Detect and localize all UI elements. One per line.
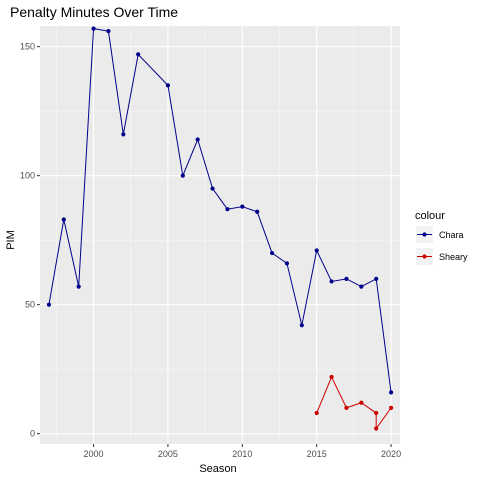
- y-tick-label: 100: [20, 171, 35, 181]
- x-tick-label: 2015: [307, 449, 327, 459]
- data-point-chara: [121, 132, 126, 137]
- data-point-chara: [136, 52, 141, 57]
- x-tick-label: 2020: [381, 449, 401, 459]
- data-point-chara: [344, 276, 349, 281]
- data-point-sheary: [388, 405, 394, 410]
- major-gridlines: [40, 26, 400, 444]
- data-point-chara: [284, 261, 290, 266]
- chart-title: Penalty Minutes Over Time: [10, 4, 178, 20]
- legend-point-sheary: [422, 254, 427, 259]
- x-axis: 2000 2005 2010 2015 2020: [84, 444, 401, 459]
- x-axis-title: Season: [199, 463, 236, 475]
- data-point-chara: [46, 302, 52, 307]
- data-point-sheary: [329, 374, 334, 380]
- data-point-chara: [314, 248, 319, 253]
- y-tick-label: 150: [20, 42, 35, 52]
- plot-panel: [40, 26, 400, 444]
- data-point-sheary: [374, 426, 379, 431]
- legend-point-chara: [422, 232, 427, 237]
- data-point-chara: [106, 29, 111, 34]
- data-point-sheary: [344, 405, 349, 410]
- data-point-chara: [255, 209, 260, 214]
- data-point-chara: [180, 173, 185, 178]
- x-tick-label: 2000: [84, 449, 104, 459]
- legend-label-sheary: Sheary: [439, 252, 468, 262]
- data-point-chara: [374, 276, 379, 281]
- x-tick-label: 2005: [158, 449, 178, 459]
- legend-title: colour: [415, 210, 445, 222]
- x-tick-label: 2010: [232, 449, 252, 459]
- data-point-chara: [225, 207, 230, 212]
- data-point-chara: [210, 186, 215, 191]
- legend: colour Chara Sheary: [415, 210, 468, 265]
- legend-label-chara: Chara: [439, 230, 464, 240]
- y-axis: 0 50 100 150: [20, 42, 40, 439]
- y-tick-label: 50: [25, 300, 35, 310]
- data-point-chara: [195, 137, 200, 142]
- data-point-chara: [76, 284, 81, 289]
- series-layer: [46, 26, 394, 431]
- data-point-sheary: [314, 410, 319, 416]
- data-point-chara: [91, 26, 96, 31]
- y-axis-title: PIM: [5, 230, 17, 250]
- data-point-chara: [388, 390, 394, 395]
- y-tick-label: 0: [30, 429, 35, 439]
- data-point-chara: [359, 284, 364, 289]
- data-point-chara: [269, 250, 275, 256]
- data-point-chara: [329, 279, 334, 284]
- data-point-sheary: [359, 400, 364, 405]
- data-point-chara: [165, 83, 171, 88]
- data-point-sheary: [374, 410, 379, 416]
- data-point-chara: [61, 217, 66, 222]
- data-point-chara: [240, 204, 245, 209]
- data-point-chara: [299, 323, 304, 328]
